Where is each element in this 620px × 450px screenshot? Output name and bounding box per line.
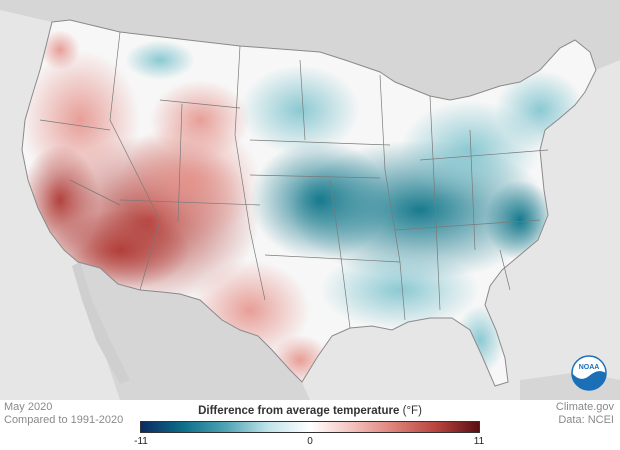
legend-tick-max: 11 — [473, 436, 485, 447]
legend-unit: (°F) — [402, 405, 422, 417]
legend-tick-mid: 0 — [307, 436, 313, 447]
caption-baseline: Compared to 1991-2020 — [4, 414, 124, 426]
credit-site: Climate.gov — [555, 401, 614, 413]
legend-title-text: Difference from average temperature — [198, 405, 400, 417]
credit-data: Data: NCEI — [558, 414, 614, 426]
legend-tick-min: -11 — [134, 436, 148, 447]
legend-color-bar — [140, 421, 480, 433]
canada-landmass — [0, 0, 620, 100]
baja-peninsula — [72, 262, 130, 384]
caption-right: Climate.gov Data: NCEI — [556, 401, 614, 427]
state-borders — [21, 19, 597, 387]
us-anomaly-map: NOAA — [0, 0, 620, 400]
caption-left: May 2020 Compared to 1991-2020 — [4, 401, 123, 427]
caption-date: May 2020 — [4, 401, 53, 413]
noaa-logo: NOAA — [571, 355, 607, 391]
legend-title: Difference from average temperature (°F) — [0, 405, 620, 417]
noaa-logo-text: NOAA — [579, 364, 600, 371]
mexico-landmass — [78, 262, 310, 400]
